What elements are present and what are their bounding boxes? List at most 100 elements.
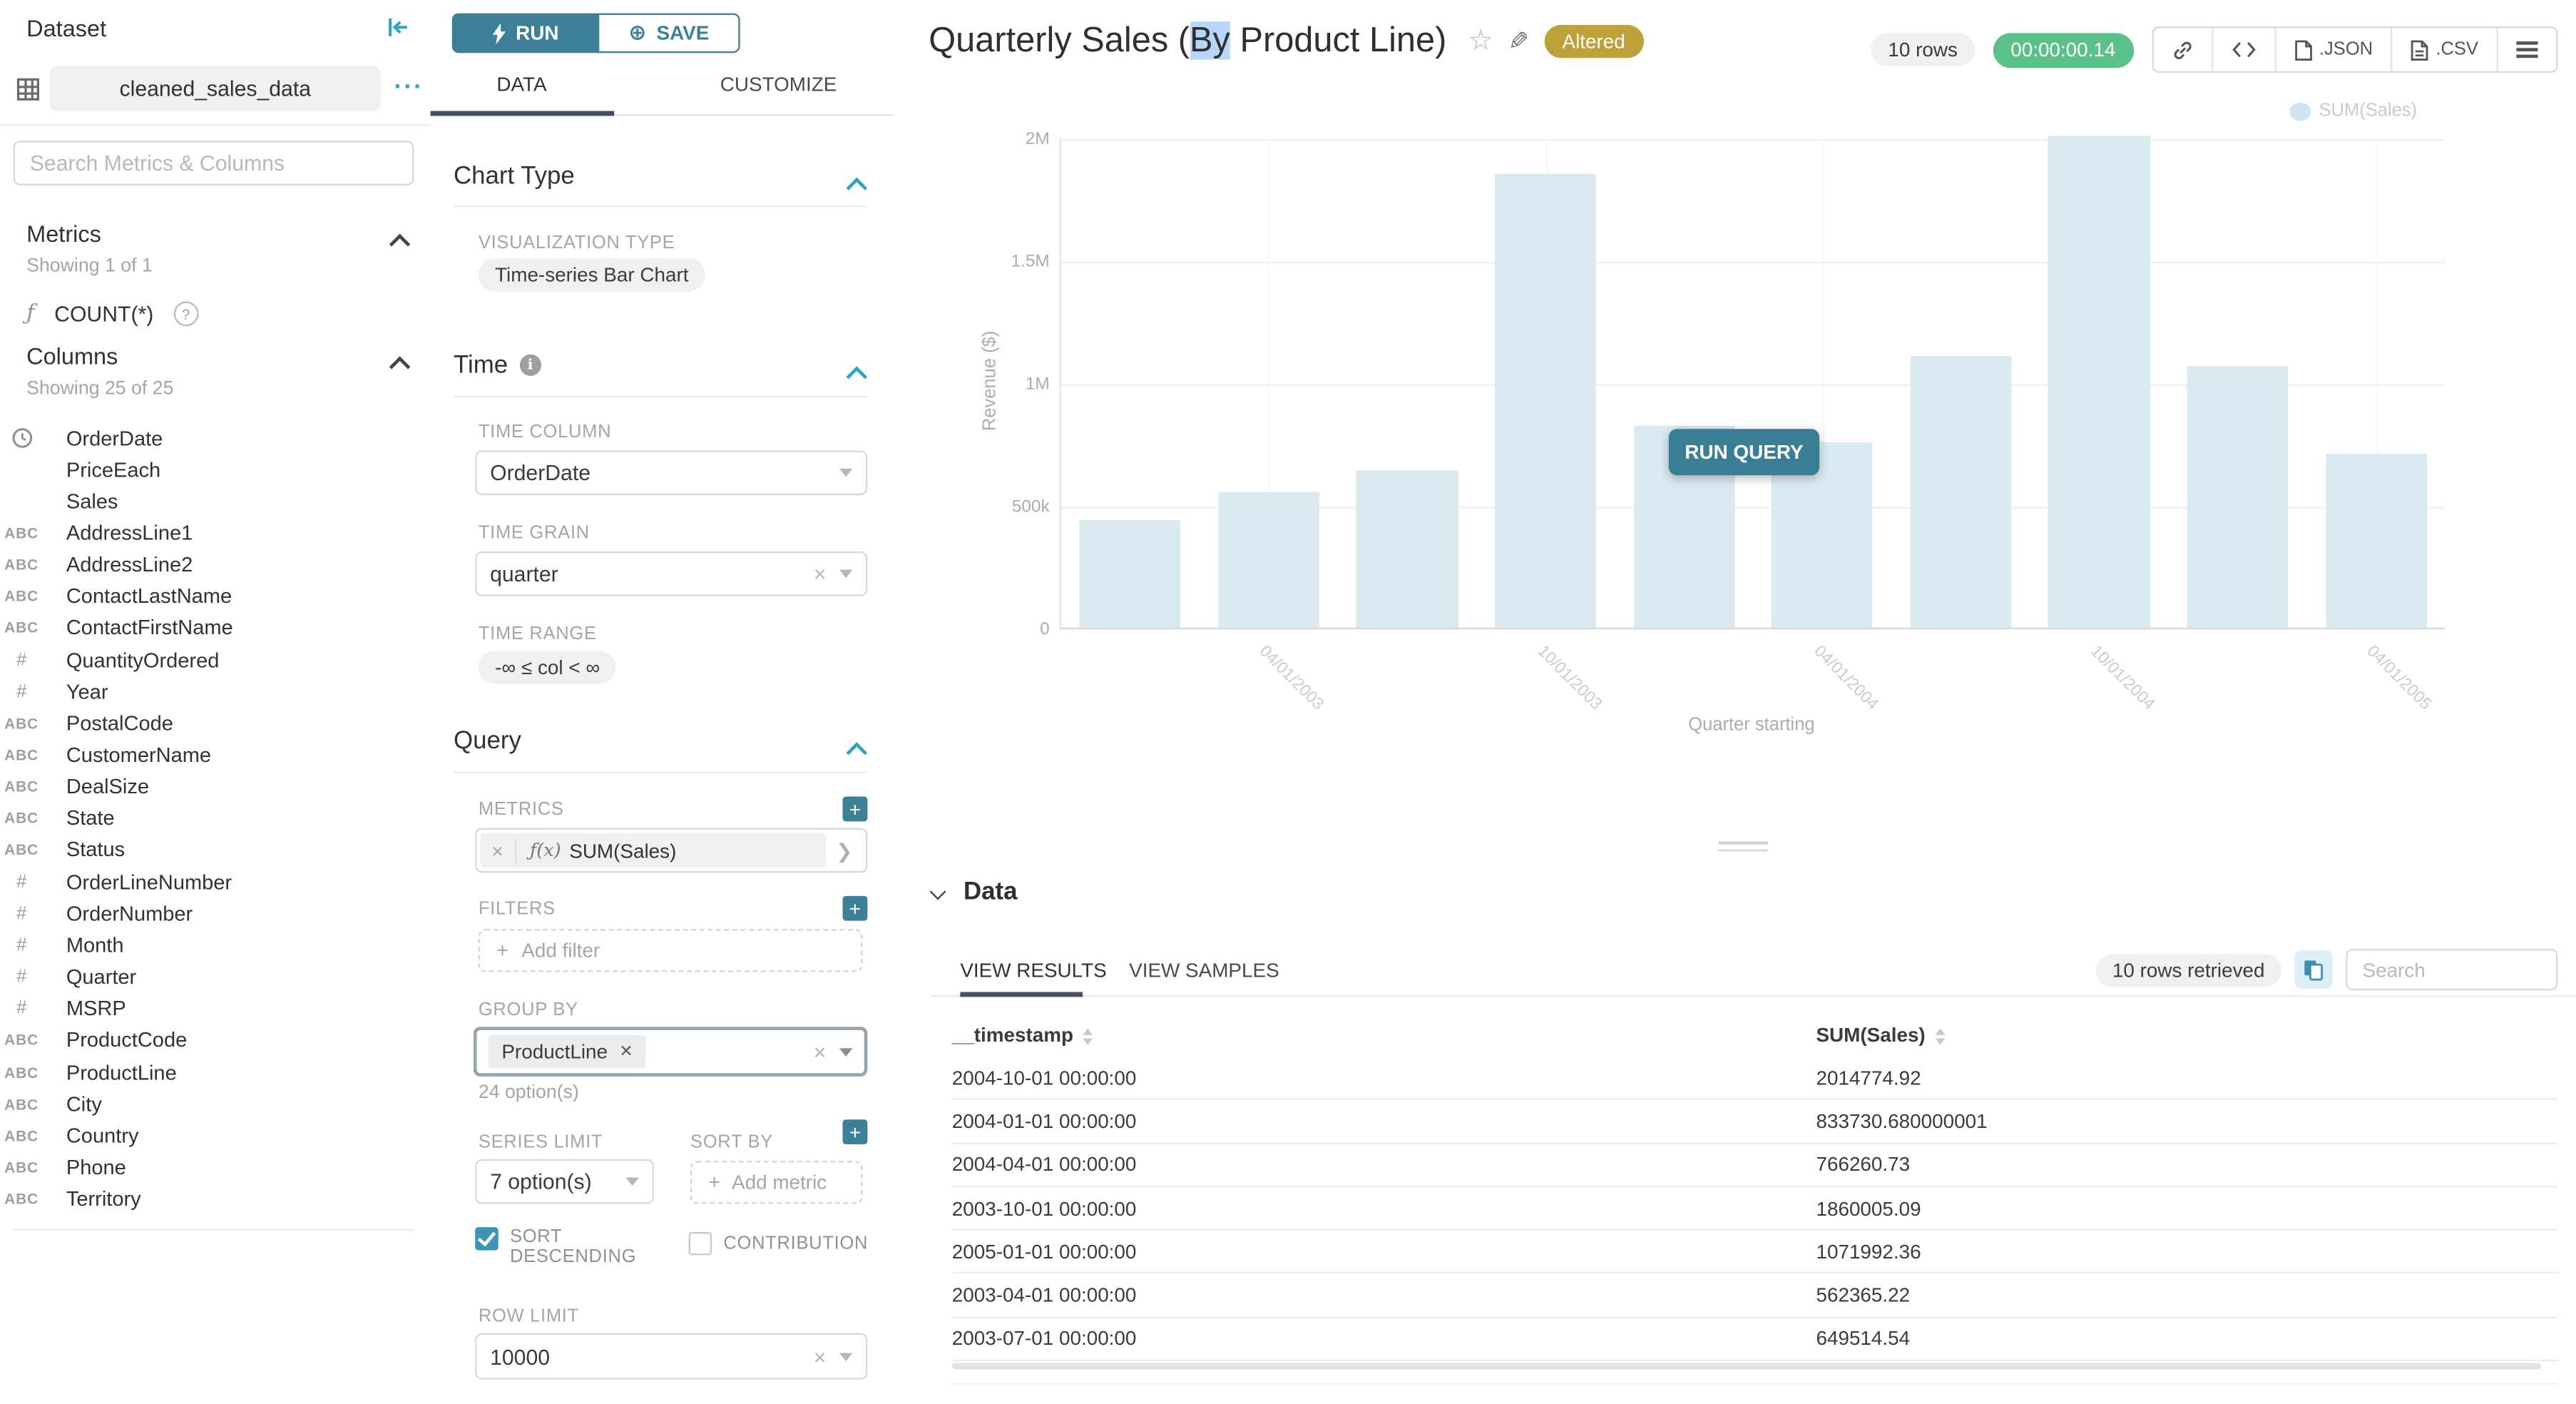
column-item-OrderLineNumber[interactable]: # OrderLineNumber <box>0 866 431 897</box>
column-item-PostalCode[interactable]: ABC PostalCode <box>0 708 431 739</box>
column-item-ContactFirstName[interactable]: ABC ContactFirstName <box>0 613 431 644</box>
data-section-header[interactable]: Data <box>929 878 1017 906</box>
save-button[interactable]: ⊕ SAVE <box>597 13 740 54</box>
column-item-DealSize[interactable]: ABC DealSize <box>0 771 431 803</box>
remove-chip-icon[interactable]: ✕ <box>619 1042 633 1061</box>
selected-text: By <box>1189 21 1230 60</box>
tab-view-samples[interactable]: VIEW SAMPLES <box>1129 959 1279 982</box>
more-options-button[interactable] <box>2496 28 2557 71</box>
chart-type-collapse-icon[interactable] <box>846 174 868 204</box>
column-item-label: OrderDate <box>66 426 163 450</box>
column-item-label: Territory <box>66 1187 141 1211</box>
column-item-label: Year <box>66 680 108 703</box>
query-collapse-icon[interactable] <box>846 738 868 768</box>
column-item-MSRP[interactable]: # MSRP <box>0 993 431 1024</box>
tab-data[interactable]: DATA <box>496 73 547 96</box>
table-row: 2003-07-01 00:00:00 649514.54 <box>951 1318 2558 1362</box>
horizontal-scrollbar[interactable] <box>951 1363 2542 1370</box>
metric-item[interactable]: ƒ COUNT(*) ? <box>26 301 198 327</box>
column-item-ContactLastName[interactable]: ABC ContactLastName <box>0 581 431 612</box>
column-item-AddressLine1[interactable]: ABC AddressLine1 <box>0 517 431 549</box>
column-item-ProductLine[interactable]: ABC ProductLine <box>0 1057 431 1088</box>
function-icon: ƒ <box>26 301 35 327</box>
sort-by-dropzone[interactable]: + Add metric <box>690 1161 863 1204</box>
run-query-button[interactable]: RUN QUERY <box>1668 429 1820 476</box>
time-column-label: TIME COLUMN <box>478 422 612 442</box>
group-by-select[interactable]: ProductLine ✕ × <box>473 1027 868 1077</box>
column-item-Sales[interactable]: Sales <box>0 486 431 517</box>
data-search-input[interactable] <box>2346 949 2558 991</box>
time-range-label: TIME RANGE <box>478 624 597 644</box>
export-json-button[interactable]: .JSON <box>2274 28 2391 71</box>
column-item-label: State <box>66 807 115 830</box>
add-sort-metric-button[interactable]: + <box>842 1119 868 1145</box>
column-item-Status[interactable]: ABC Status <box>0 835 431 866</box>
add-filter-dropzone[interactable]: + Add filter <box>478 929 863 972</box>
dataset-options-menu[interactable]: ··· <box>394 73 424 101</box>
time-grain-select[interactable]: quarter × <box>475 551 868 596</box>
number-type-icon: # <box>16 872 27 892</box>
altered-badge[interactable]: Altered <box>1543 24 1644 58</box>
column-item-CustomerName[interactable]: ABC CustomerName <box>0 739 431 770</box>
column-item-AddressLine2[interactable]: ABC AddressLine2 <box>0 549 431 581</box>
search-metrics-columns-input[interactable] <box>13 141 414 185</box>
contribution-control[interactable]: CONTRIBUTION <box>688 1232 868 1256</box>
chart-title[interactable]: Quarterly Sales (By Product Line) <box>929 21 1447 60</box>
dataset-panel-title: Dataset <box>26 14 107 42</box>
metric-chip[interactable]: × ƒ(x) SUM(Sales) <box>480 833 827 868</box>
collapse-sidebar-icon[interactable] <box>386 15 411 40</box>
column-item-Phone[interactable]: ABC Phone <box>0 1151 431 1183</box>
column-item-State[interactable]: ABC State <box>0 803 431 834</box>
sort-descending-checkbox[interactable] <box>475 1227 499 1251</box>
chart-legend[interactable]: SUM(Sales) <box>2289 101 2417 121</box>
dataset-name[interactable]: cleaned_sales_data <box>49 66 381 111</box>
column-item-PriceEach[interactable]: PriceEach <box>0 454 431 485</box>
time-collapse-icon[interactable] <box>846 362 868 392</box>
column-item-Country[interactable]: ABC Country <box>0 1120 431 1151</box>
chevron-down-icon <box>839 468 853 477</box>
column-item-Year[interactable]: # Year <box>0 676 431 708</box>
run-button[interactable]: RUN <box>451 13 598 54</box>
bar-2005-04-01 <box>2325 454 2427 630</box>
column-item-Month[interactable]: # Month <box>0 930 431 961</box>
visualization-type-value[interactable]: Time-series Bar Chart <box>478 258 705 292</box>
group-by-chip[interactable]: ProductLine ✕ <box>488 1034 647 1069</box>
column-item-City[interactable]: ABC City <box>0 1088 431 1119</box>
embed-code-button[interactable] <box>2212 28 2274 71</box>
expand-metric-icon[interactable]: ❯ <box>836 838 853 863</box>
favorite-star-icon[interactable]: ☆ <box>1468 24 1493 56</box>
column-header-sum-sales[interactable]: SUM(Sales) <box>1816 1024 1946 1047</box>
column-item-ProductCode[interactable]: ABC ProductCode <box>0 1025 431 1057</box>
sort-descending-control[interactable]: SORT DESCENDING <box>475 1227 642 1267</box>
metrics-collapse-icon[interactable] <box>389 230 411 260</box>
metric-help-icon[interactable]: ? <box>173 301 198 327</box>
hamburger-icon <box>2516 37 2538 63</box>
column-item-OrderNumber[interactable]: # OrderNumber <box>0 898 431 930</box>
contribution-checkbox[interactable] <box>688 1232 712 1256</box>
clear-icon[interactable]: × <box>813 1343 827 1369</box>
column-header-timestamp[interactable]: __timestamp <box>952 1024 1816 1047</box>
copy-data-button[interactable] <box>2294 950 2333 989</box>
tab-customize[interactable]: CUSTOMIZE <box>720 73 837 96</box>
row-limit-select[interactable]: 10000 × <box>475 1333 868 1380</box>
resize-handle[interactable] <box>1718 841 1769 852</box>
column-item-Quarter[interactable]: # Quarter <box>0 962 431 993</box>
time-range-value[interactable]: -∞ ≤ col < ∞ <box>478 651 617 684</box>
add-filter-button[interactable]: + <box>842 895 868 921</box>
clear-icon[interactable]: × <box>813 561 827 586</box>
export-csv-button[interactable]: .CSV <box>2391 28 2497 71</box>
column-item-QuantityOrdered[interactable]: # QuantityOrdered <box>0 644 431 676</box>
copy-link-button[interactable] <box>2154 28 2212 71</box>
columns-collapse-icon[interactable] <box>389 352 411 382</box>
clear-icon[interactable]: × <box>813 1039 827 1064</box>
column-item-Territory[interactable]: ABC Territory <box>0 1184 431 1215</box>
table-row: 2004-01-01 00:00:00 833730.680000001 <box>951 1100 2558 1144</box>
column-item-OrderDate[interactable]: OrderDate <box>0 422 431 454</box>
remove-metric-icon[interactable]: × <box>480 838 517 863</box>
time-section-title: Time <box>454 351 508 380</box>
tab-view-results[interactable]: VIEW RESULTS <box>960 959 1107 982</box>
time-column-select[interactable]: OrderDate <box>475 450 868 496</box>
add-metric-button[interactable]: + <box>842 796 868 822</box>
series-limit-select[interactable]: 7 option(s) <box>475 1159 654 1204</box>
edit-pencil-icon[interactable]: ✎ <box>1508 28 1530 56</box>
